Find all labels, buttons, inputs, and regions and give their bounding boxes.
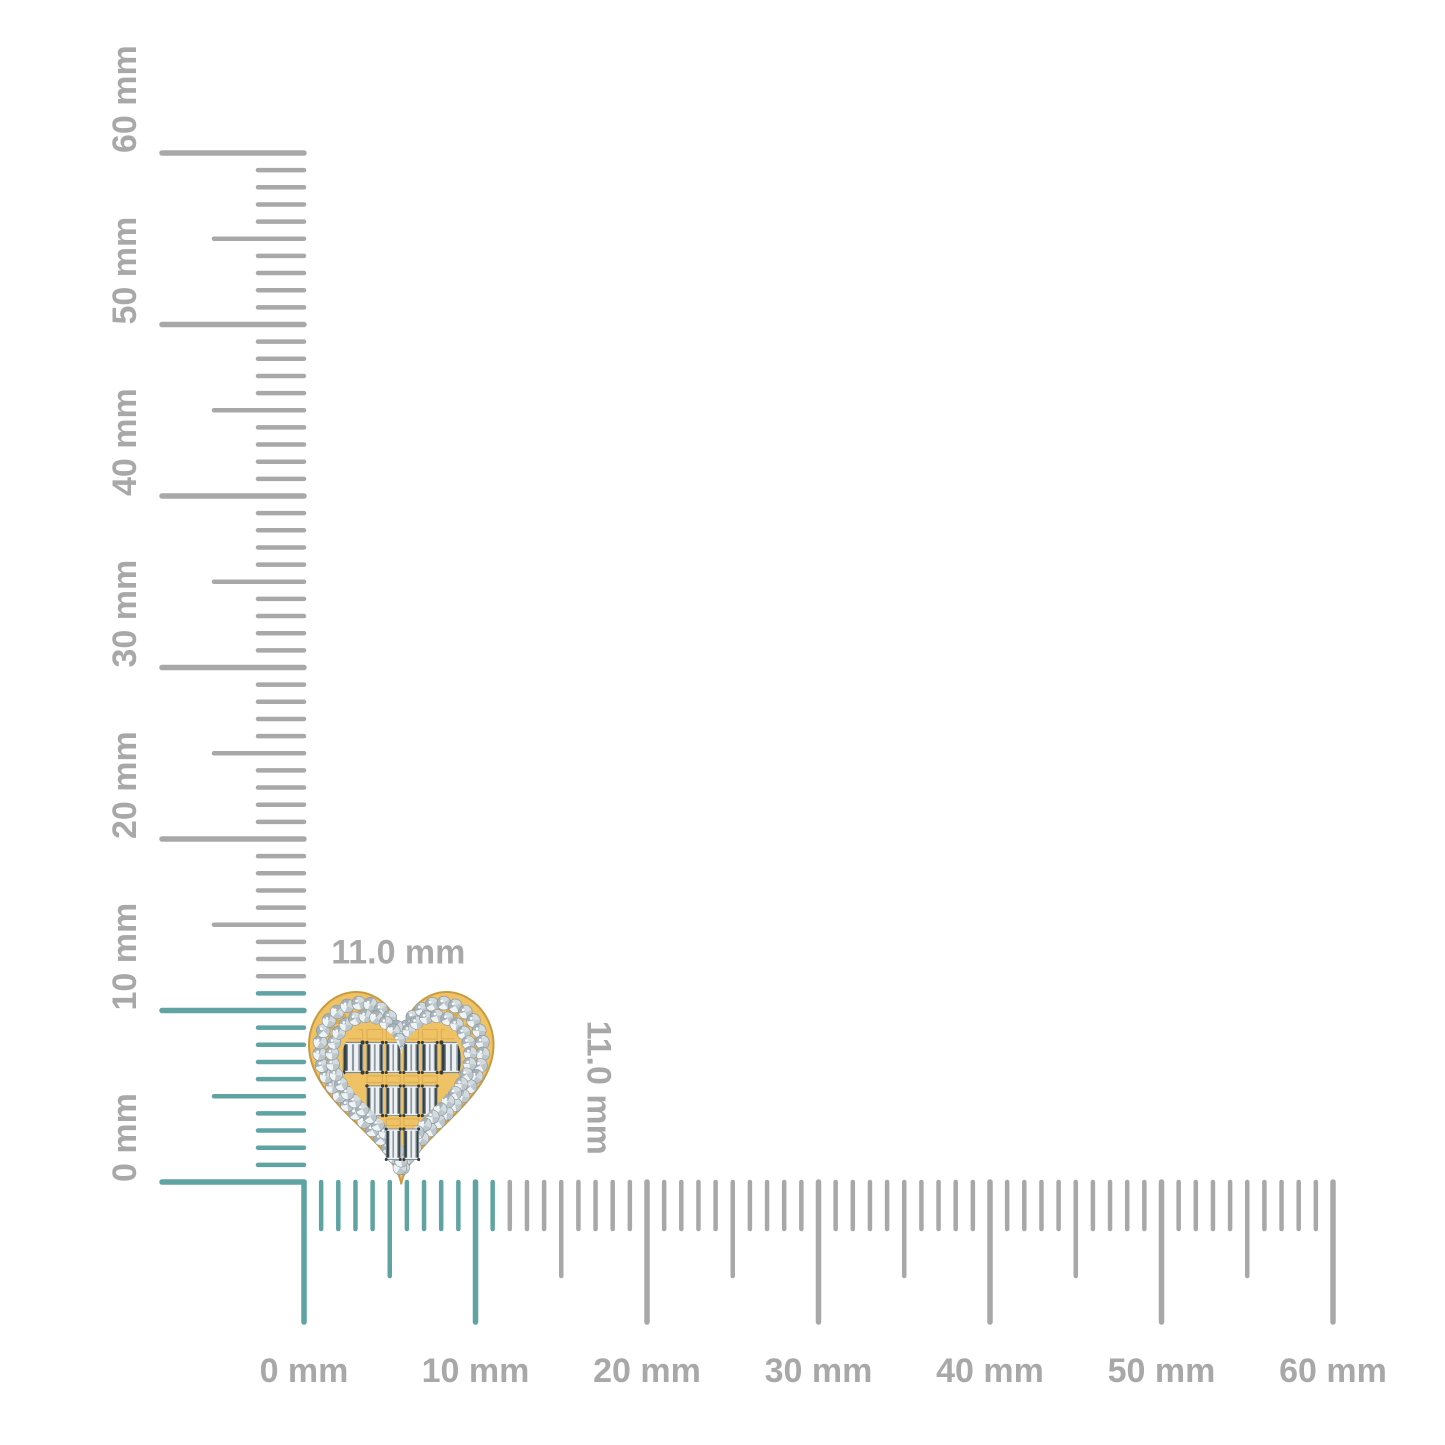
svg-text:50 mm: 50 mm [1108, 1352, 1216, 1390]
svg-text:11.0 mm: 11.0 mm [331, 933, 465, 971]
svg-text:30 mm: 30 mm [106, 560, 144, 668]
svg-text:20 mm: 20 mm [593, 1352, 701, 1390]
svg-text:10 mm: 10 mm [422, 1352, 530, 1390]
svg-text:10 mm: 10 mm [106, 903, 144, 1011]
svg-text:30 mm: 30 mm [765, 1352, 873, 1390]
svg-text:40 mm: 40 mm [936, 1352, 1044, 1390]
svg-text:50 mm: 50 mm [106, 217, 144, 325]
svg-text:11.0 mm: 11.0 mm [580, 1021, 618, 1155]
svg-text:0 mm: 0 mm [260, 1352, 349, 1390]
svg-text:60 mm: 60 mm [106, 45, 144, 153]
svg-text:0 mm: 0 mm [106, 1093, 144, 1182]
svg-text:60 mm: 60 mm [1279, 1352, 1387, 1390]
svg-text:20 mm: 20 mm [106, 731, 144, 839]
svg-text:40 mm: 40 mm [106, 388, 144, 496]
